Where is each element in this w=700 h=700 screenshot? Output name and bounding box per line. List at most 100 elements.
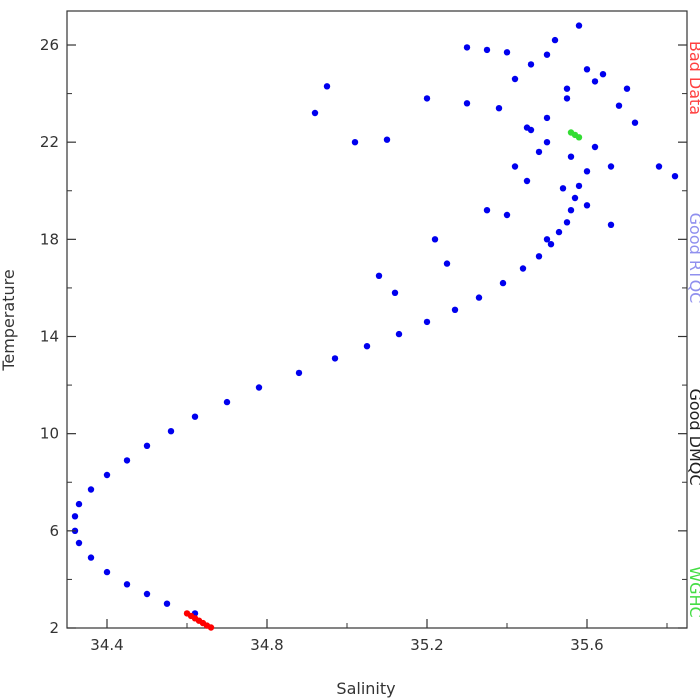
point-rtqc-73 xyxy=(463,44,471,51)
point-rtqc-40 xyxy=(523,177,531,185)
point-rtqc-60 xyxy=(563,95,571,102)
y-axis-title: Temperature xyxy=(0,269,18,371)
point-rtqc-2 xyxy=(143,590,151,598)
point-rtqc-26 xyxy=(519,265,527,272)
x-tick-label-0: 34.4 xyxy=(90,636,123,654)
point-rtqc-55 xyxy=(383,136,391,143)
data-points xyxy=(71,22,679,631)
point-rtqc-64 xyxy=(655,163,663,170)
y-tick-label-5: 22 xyxy=(40,133,59,151)
point-rtqc-32 xyxy=(571,194,579,202)
point-rtqc-56 xyxy=(423,95,431,102)
point-rtqc-29 xyxy=(555,228,563,236)
point-rtqc-57 xyxy=(463,100,471,107)
point-rtqc-22 xyxy=(423,318,431,326)
point-rtqc-17 xyxy=(255,384,263,391)
point-rtqc-74 xyxy=(511,75,519,83)
point-rtqc-67 xyxy=(599,71,607,78)
point-rtqc-16 xyxy=(223,398,231,406)
point-rtqc-1 xyxy=(163,600,171,607)
point-rtqc-8 xyxy=(71,513,79,520)
x-axis-title: Salinity xyxy=(336,679,395,698)
legend-wghc: WGHC xyxy=(686,566,700,617)
point-wghc-2 xyxy=(575,134,583,141)
point-rtqc-41 xyxy=(503,211,511,219)
point-rtqc-52 xyxy=(323,83,331,90)
point-rtqc-10 xyxy=(87,486,95,493)
point-rtqc-20 xyxy=(363,343,371,350)
point-rtqc-69 xyxy=(543,51,551,58)
point-rtqc-9 xyxy=(75,500,83,508)
legend-rtqc: Good RTQC xyxy=(686,213,700,304)
point-rtqc-30 xyxy=(563,219,571,226)
point-rtqc-4 xyxy=(103,568,111,576)
point-rtqc-36 xyxy=(543,139,551,146)
point-rtqc-27 xyxy=(535,253,543,260)
point-rtqc-68 xyxy=(575,22,583,29)
point-rtqc-18 xyxy=(295,369,303,377)
point-rtqc-50 xyxy=(583,66,591,73)
point-rtqc-70 xyxy=(527,61,535,68)
point-rtqc-23 xyxy=(451,306,459,313)
point-rtqc-31 xyxy=(567,207,575,214)
point-rtqc-43 xyxy=(391,289,399,296)
point-rtqc-65 xyxy=(671,173,679,180)
point-rtqc-51 xyxy=(551,36,559,44)
point-rtqc-63 xyxy=(631,119,639,126)
point-rtqc-19 xyxy=(331,355,339,362)
point-rtqc-25 xyxy=(499,279,507,287)
point-rtqc-79 xyxy=(543,236,551,243)
point-rtqc-24 xyxy=(475,294,483,301)
point-rtqc-47 xyxy=(511,163,519,170)
point-rtqc-59 xyxy=(523,124,531,131)
point-rtqc-48 xyxy=(543,114,551,122)
x-tick-label-1: 34.8 xyxy=(250,636,283,654)
legend-bad: Bad Data xyxy=(686,41,700,115)
point-rtqc-3 xyxy=(123,581,131,588)
point-rtqc-62 xyxy=(615,102,623,109)
y-tick-label-0: 2 xyxy=(49,619,59,637)
point-rtqc-72 xyxy=(483,46,491,54)
x-axis-ticks: 34.4 34.8 35.2 35.6 xyxy=(90,619,668,654)
point-rtqc-14 xyxy=(167,428,175,435)
plot-frame xyxy=(66,10,688,629)
point-rtqc-78 xyxy=(607,221,615,228)
point-rtqc-53 xyxy=(311,109,319,117)
point-rtqc-13 xyxy=(143,442,151,449)
legend-dmqc: Good DMQC xyxy=(686,388,700,485)
y-tick-label-3: 14 xyxy=(40,328,59,346)
point-rtqc-33 xyxy=(575,182,583,190)
point-rtqc-5 xyxy=(87,554,95,561)
legend: Bad Data Good RTQC Good DMQC WGHC xyxy=(686,41,700,618)
point-rtqc-42 xyxy=(443,260,451,267)
point-rtqc-21 xyxy=(395,330,403,338)
point-rtqc-34 xyxy=(583,168,591,175)
point-rtqc-44 xyxy=(375,272,383,279)
y-tick-label-2: 10 xyxy=(40,425,59,443)
point-rtqc-45 xyxy=(431,236,439,243)
point-rtqc-58 xyxy=(495,105,503,112)
point-rtqc-71 xyxy=(503,49,511,56)
x-tick-label-2: 35.2 xyxy=(410,636,443,654)
point-rtqc-38 xyxy=(591,143,599,151)
point-rtqc-6 xyxy=(75,539,83,547)
point-bad-6 xyxy=(207,624,215,631)
point-rtqc-15 xyxy=(191,413,199,420)
point-rtqc-11 xyxy=(103,471,111,479)
point-rtqc-39 xyxy=(607,163,615,170)
point-rtqc-61 xyxy=(591,78,599,85)
point-rtqc-75 xyxy=(535,148,543,156)
point-rtqc-46 xyxy=(483,207,491,214)
point-rtqc-28 xyxy=(547,241,555,248)
point-rtqc-77 xyxy=(583,202,591,209)
point-rtqc-76 xyxy=(559,185,567,192)
point-rtqc-66 xyxy=(623,85,631,92)
point-rtqc-12 xyxy=(123,457,131,464)
x-tick-label-3: 35.6 xyxy=(570,636,603,654)
y-tick-label-6: 26 xyxy=(40,36,59,54)
point-rtqc-54 xyxy=(351,139,359,146)
y-tick-label-1: 6 xyxy=(49,522,59,540)
point-rtqc-49 xyxy=(563,85,571,92)
